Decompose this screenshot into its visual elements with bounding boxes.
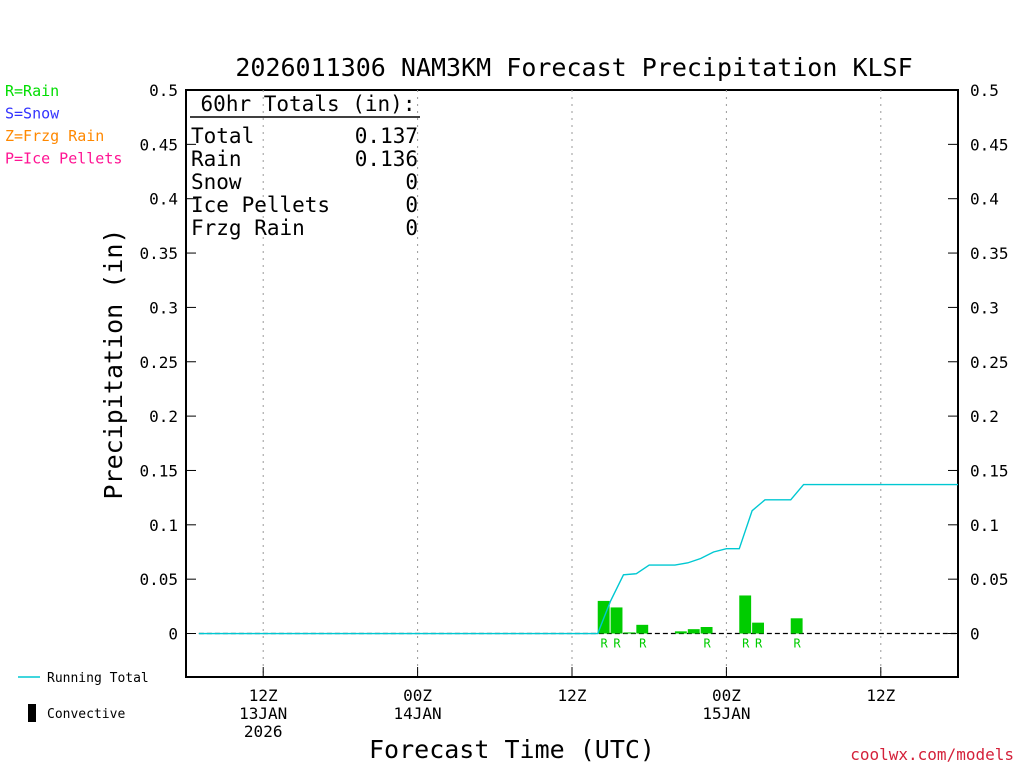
x-tick-label: 12Z xyxy=(558,686,587,705)
y-tick-label-right: 0.4 xyxy=(970,190,999,209)
y-tick-label-left: 0.2 xyxy=(149,407,178,426)
totals-row-label: Ice Pellets xyxy=(191,193,330,217)
x-tick-label: 00Z xyxy=(403,686,432,705)
y-tick-label-right: 0.1 xyxy=(970,516,999,535)
y-tick-label-right: 0.5 xyxy=(970,81,999,100)
precip-bar xyxy=(700,626,713,634)
x-tick-label: 13JAN xyxy=(239,704,287,723)
y-tick-label-left: 0.5 xyxy=(149,81,178,100)
x-axis-title: Forecast Time (UTC) xyxy=(369,735,655,764)
precip-type-legend-item: P=Ice Pellets xyxy=(5,150,122,168)
x-tick-label: 2026 xyxy=(244,722,283,741)
y-tick-label-right: 0.45 xyxy=(970,135,1009,154)
totals-row-label: Total xyxy=(191,124,254,148)
y-tick-label-right: 0.05 xyxy=(970,570,1009,589)
bottom-legend: Running Total Convective xyxy=(18,671,149,722)
x-tick-label: 12Z xyxy=(249,686,278,705)
precip-bar xyxy=(739,595,752,634)
y-tick-label-left: 0.1 xyxy=(149,516,178,535)
precip-bar xyxy=(687,629,700,634)
y-tick-label-left: 0.05 xyxy=(139,570,178,589)
y-tick-label-right: 0.35 xyxy=(970,244,1009,263)
precip-type-mark: R xyxy=(639,637,647,651)
convective-legend-label: Convective xyxy=(47,707,125,722)
x-tick-label: 12Z xyxy=(866,686,895,705)
totals-row-label: Rain xyxy=(191,147,242,171)
totals-row-value: 0.137 xyxy=(355,124,418,148)
totals-row-value: 0 xyxy=(405,216,418,240)
y-tick-label-right: 0.3 xyxy=(970,298,999,317)
precip-bar xyxy=(610,607,623,634)
y-tick-label-left: 0.4 xyxy=(149,190,178,209)
precip-type-legend-item: S=Snow xyxy=(5,105,60,123)
y-axis-right: 0.5 0.45 0.4 0.35 0.3 0.25 0.2 0.15 0.1 0.05 0 xyxy=(948,81,1009,644)
precip-type-mark: R xyxy=(703,637,711,651)
precip-type-legend-item: R=Rain xyxy=(5,82,59,100)
precip-type-mark: R xyxy=(755,637,763,651)
y-axis-left: 0.5 0.45 0.4 0.35 0.3 0.25 0.2 0.15 0.1 0.05 0 xyxy=(139,81,196,644)
y-tick-label-left: 0.45 xyxy=(139,135,178,154)
y-axis-title: Precipitation (in) xyxy=(99,229,128,500)
precip-type-mark: R xyxy=(613,637,621,651)
precip-type-mark: R xyxy=(742,637,750,651)
totals-row-label: Frzg Rain xyxy=(191,216,305,240)
convective-legend-swatch xyxy=(28,704,36,722)
precip-bar xyxy=(790,618,803,634)
y-tick-label-right: 0.25 xyxy=(970,353,1009,372)
chart-title: 2026011306 NAM3KM Forecast Precipitation… xyxy=(235,53,912,82)
precip-bar xyxy=(752,622,764,634)
precip-bars xyxy=(597,595,803,634)
y-tick-label-right: 0 xyxy=(970,625,980,644)
totals-row-value: 0.136 xyxy=(355,147,418,171)
running-total-legend-label: Running Total xyxy=(47,671,149,686)
totals-row-value: 0 xyxy=(405,193,418,217)
precip-type-mark: R xyxy=(794,637,802,651)
totals-row-label: Snow xyxy=(191,170,242,194)
y-tick-label-left: 0.25 xyxy=(139,353,178,372)
y-tick-label-left: 0.3 xyxy=(149,298,178,317)
y-tick-label-right: 0.2 xyxy=(970,407,999,426)
x-tick-label: 00Z xyxy=(712,686,741,705)
precip-bar xyxy=(636,624,649,634)
totals-box: 60hr Totals (in): Total 0.137 Rain 0.136 Sno… xyxy=(190,92,420,240)
credit-text: coolwx.com/models xyxy=(850,745,1014,764)
y-tick-label-left: 0.35 xyxy=(139,244,178,263)
y-tick-label-left: 0 xyxy=(168,625,178,644)
vertical-gridlines xyxy=(262,90,882,677)
y-tick-label-right: 0.15 xyxy=(970,461,1009,480)
precip-bar xyxy=(623,632,636,634)
y-tick-label-left: 0.15 xyxy=(139,461,178,480)
precip-type-legend: R=Rain S=Snow Z=Frzg Rain P=Ice Pellets xyxy=(5,82,122,168)
running-total-line xyxy=(198,483,958,635)
totals-row-value: 0 xyxy=(405,170,418,194)
precip-type-mark: R xyxy=(601,637,609,651)
precip-bar xyxy=(674,631,687,634)
totals-rows: Total 0.137 Rain 0.136 Snow 0 Ice Pellets 0 Frzg… xyxy=(191,124,418,240)
precip-type-legend-item: Z=Frzg Rain xyxy=(5,127,104,145)
x-tick-label: 14JAN xyxy=(394,704,442,723)
totals-header: 60hr Totals (in): xyxy=(201,92,416,116)
x-tick-label: 15JAN xyxy=(702,704,750,723)
